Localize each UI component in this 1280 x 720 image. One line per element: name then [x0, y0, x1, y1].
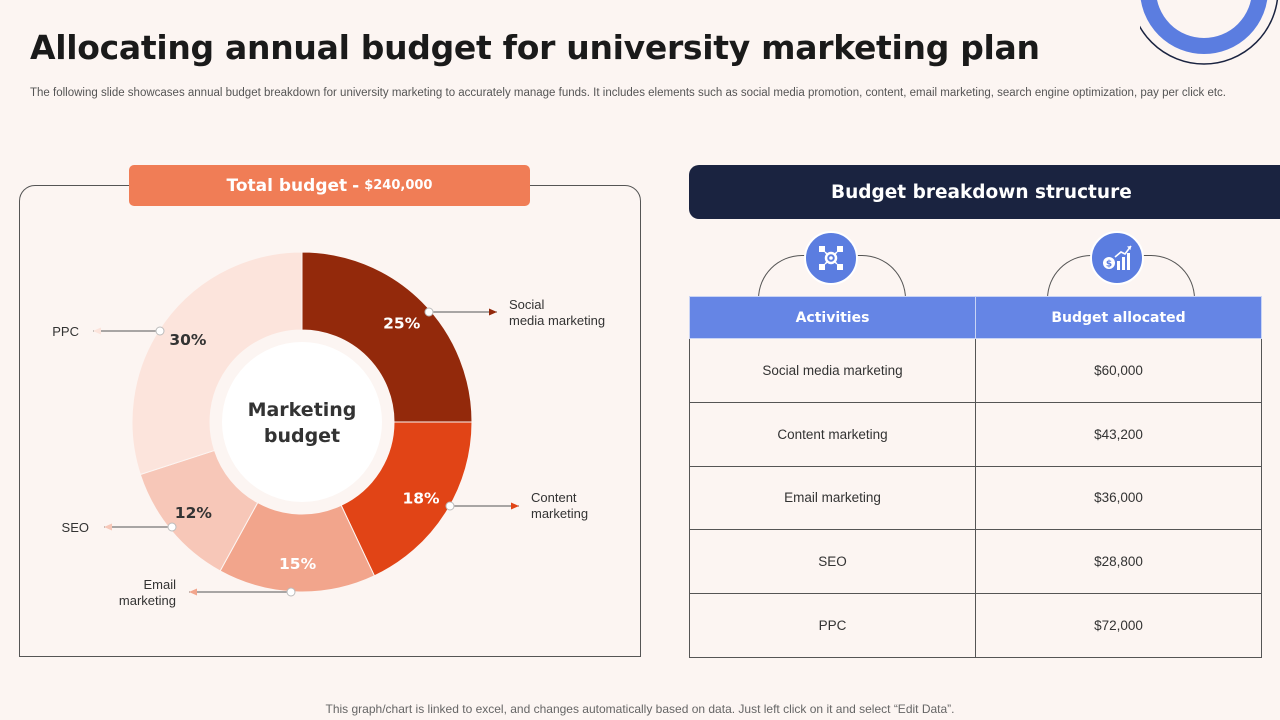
- network-gear-icon: [804, 231, 858, 285]
- slice-category-label-4: PPC: [52, 324, 79, 339]
- budget-cell: $36,000: [975, 465, 1262, 531]
- table-row: SEO $28,800: [689, 529, 1262, 595]
- dollar-chart-icon: $: [1090, 231, 1144, 285]
- slice-category-label-1: Content: [531, 490, 577, 505]
- page-title: Allocating annual budget for university …: [30, 28, 1040, 67]
- donut-center-label-2: budget: [264, 425, 340, 447]
- slice-category-label-1-line2: marketing: [531, 506, 588, 521]
- decorative-rings: [1140, 0, 1279, 65]
- total-budget-value: $240,000: [364, 178, 433, 193]
- slice-category-label-2-line2: marketing: [119, 593, 176, 608]
- callout-arrow-4: [93, 327, 101, 335]
- slice-percent-label-2: 15%: [279, 555, 317, 573]
- activity-cell: Content marketing: [689, 401, 976, 467]
- callout-dot-0: [424, 307, 434, 317]
- slice-percent-label-3: 12%: [175, 504, 213, 522]
- budget-table: Activities Budget allocated Social media…: [689, 296, 1262, 658]
- budget-cell: $43,200: [975, 401, 1262, 467]
- budget-cell: $28,800: [975, 529, 1262, 595]
- footer-note: This graph/chart is linked to excel, and…: [325, 702, 955, 716]
- callout-arrow-0: [489, 308, 497, 316]
- callout-arrow-2: [189, 588, 197, 596]
- table-row: Social media marketing $60,000: [689, 338, 1262, 403]
- budget-cell: $60,000: [975, 338, 1262, 403]
- callout-arrow-1: [511, 502, 519, 510]
- table-header-row: Activities Budget allocated: [689, 296, 1262, 339]
- svg-text:$: $: [1106, 260, 1112, 270]
- donut-hole-inner: [222, 342, 382, 502]
- callout-dot-2: [286, 587, 296, 597]
- activity-cell: Social media marketing: [689, 338, 976, 403]
- slice-percent-label-1: 18%: [402, 490, 440, 508]
- column-header-activities: Activities: [689, 296, 976, 339]
- table-row: PPC $72,000: [689, 593, 1262, 658]
- table-row: Content marketing $43,200: [689, 401, 1262, 467]
- activity-cell: Email marketing: [689, 465, 976, 531]
- table-row: Email marketing $36,000: [689, 465, 1262, 531]
- activity-cell: PPC: [689, 593, 976, 658]
- total-budget-separator: -: [352, 175, 360, 196]
- callout-dot-3: [167, 522, 177, 532]
- total-budget-label: Total budget: [226, 175, 348, 196]
- slice-percent-label-4: 30%: [169, 331, 207, 349]
- slice-category-label-3: SEO: [62, 520, 89, 535]
- marketing-budget-donut-chart[interactable]: Marketing budget 25% 18% 15% 12% 30% Socialmedi…: [0, 0, 660, 700]
- total-budget-banner: Total budget - $240,000: [129, 165, 530, 206]
- callout-dot-1: [445, 501, 455, 511]
- budget-cell: $72,000: [975, 593, 1262, 658]
- slice-percent-label-0: 25%: [383, 314, 421, 332]
- slice-category-label-2: Email: [143, 577, 176, 592]
- page-subtitle: The following slide showcases annual bud…: [30, 87, 1226, 99]
- slice-category-label-0: Social: [509, 297, 545, 312]
- slice-category-label-0-line2: media marketing: [509, 313, 605, 328]
- callout-arrow-3: [104, 523, 112, 531]
- activity-cell: SEO: [689, 529, 976, 595]
- donut-center-label-1: Marketing: [248, 399, 357, 421]
- breakdown-header: Budget breakdown structure: [689, 165, 1280, 219]
- callout-dot-4: [155, 326, 165, 336]
- column-header-budget: Budget allocated: [975, 296, 1262, 339]
